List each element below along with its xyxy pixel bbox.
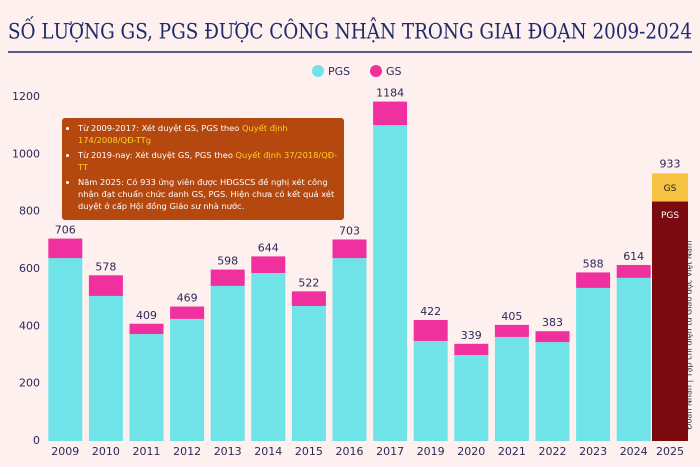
total-label: 339 xyxy=(461,329,482,342)
bar-segment xyxy=(48,238,83,259)
credit: Đoàn Nhân | Tạp chí điện tử Giáo dục Việ… xyxy=(684,240,695,430)
bar-segment xyxy=(291,305,326,441)
x-tick-label: 2015 xyxy=(295,445,323,458)
x-tick-label: 2010 xyxy=(92,445,120,458)
bar-segment xyxy=(413,320,448,341)
bar-segment xyxy=(535,331,570,343)
x-tick-label: 2012 xyxy=(173,445,201,458)
total-label: 383 xyxy=(542,316,563,329)
bar-segment xyxy=(576,272,611,288)
legend-swatch xyxy=(370,65,382,77)
total-label: 405 xyxy=(501,310,522,323)
x-tick-label: 2020 xyxy=(457,445,485,458)
total-label: 578 xyxy=(95,260,116,273)
x-tick-label: 2017 xyxy=(376,445,404,458)
bar-segment xyxy=(210,269,245,286)
total-label: 588 xyxy=(583,257,604,270)
x-tick-label: 2019 xyxy=(417,445,445,458)
bar-segment xyxy=(494,336,529,441)
y-tick-label: 800 xyxy=(19,205,40,218)
x-tick-label: 2024 xyxy=(620,445,648,458)
bar-segment xyxy=(170,318,205,441)
note-text: Từ 2009-2017: Xét duyệt GS, PGS theo xyxy=(78,123,242,133)
note-highlight: Quyết định 174/2008/QĐ-TTg xyxy=(78,123,288,145)
bar-segment xyxy=(454,343,489,355)
total-label: 598 xyxy=(217,255,238,268)
x-tick-label: 2009 xyxy=(51,445,79,458)
bar-segment xyxy=(88,295,123,441)
total-label: 522 xyxy=(298,276,319,289)
note-highlight: Quyết định 37/2018/QĐ-TT xyxy=(78,150,338,172)
legend-swatch xyxy=(312,65,324,77)
bar-segment xyxy=(616,264,651,278)
x-tick-label: 2025 xyxy=(656,445,684,458)
bar-segment xyxy=(48,258,83,441)
y-tick-label: 0 xyxy=(33,434,40,447)
bar-segment xyxy=(251,256,286,274)
chart-title: SỐ LƯỢNG GS, PGS ĐƯỢC CÔNG NHẬN TRONG GI… xyxy=(8,17,692,44)
bar-segment xyxy=(576,287,611,441)
total-label: 706 xyxy=(55,224,76,237)
x-tick-label: 2014 xyxy=(254,445,282,458)
bar-segment xyxy=(170,306,205,319)
bar-segment xyxy=(535,342,570,441)
legend-label: PGS xyxy=(328,65,350,78)
bar-segment xyxy=(129,334,164,441)
extra-pgs-label: PGS xyxy=(661,211,679,221)
note-text: Từ 2019-nay: Xét duyệt GS, PGS theo xyxy=(78,150,236,160)
notes-box: Từ 2009-2017: Xét duyệt GS, PGS theo Quy… xyxy=(62,118,344,220)
bar-segment xyxy=(332,258,367,441)
bar-segment xyxy=(251,273,286,441)
y-tick-label: 1200 xyxy=(12,90,40,103)
x-tick-label: 2023 xyxy=(579,445,607,458)
bar-segment xyxy=(291,291,326,306)
note: Năm 2025: Có 933 ứng viên được HĐGSCS đề… xyxy=(78,176,338,212)
total-label: 409 xyxy=(136,309,157,322)
x-tick-label: 2011 xyxy=(133,445,161,458)
extra-total-label: 933 xyxy=(660,158,681,171)
total-label: 469 xyxy=(177,292,198,305)
total-label: 422 xyxy=(420,305,441,318)
bar-segment xyxy=(616,277,651,441)
total-label: 614 xyxy=(623,250,644,263)
total-label: 644 xyxy=(258,241,279,254)
x-tick-label: 2016 xyxy=(336,445,364,458)
bar-segment xyxy=(373,125,408,442)
bar-segment xyxy=(413,340,448,441)
extra-bar-cap xyxy=(652,173,688,202)
y-tick-label: 1000 xyxy=(12,147,40,160)
bar-segment xyxy=(88,275,123,296)
extra-gs-label: GS xyxy=(664,184,677,194)
y-tick-label: 200 xyxy=(19,377,40,390)
total-label: 1184 xyxy=(376,87,404,100)
note-text: Năm 2025: Có 933 ứng viên được HĐGSCS đề… xyxy=(78,177,335,211)
bar-segment xyxy=(210,285,245,441)
bar-segment xyxy=(332,239,367,259)
x-tick-label: 2022 xyxy=(539,445,567,458)
bar-segment xyxy=(373,101,408,126)
note: Từ 2019-nay: Xét duyệt GS, PGS theo Quyế… xyxy=(78,149,338,173)
bar-segment xyxy=(454,355,489,441)
total-label: 703 xyxy=(339,224,360,237)
x-tick-label: 2021 xyxy=(498,445,526,458)
x-tick-label: 2013 xyxy=(214,445,242,458)
y-tick-label: 400 xyxy=(19,319,40,332)
notes-list: Từ 2009-2017: Xét duyệt GS, PGS theo Quy… xyxy=(66,122,338,212)
bar-segment xyxy=(494,324,529,337)
bar-segment xyxy=(129,323,164,335)
extra-bar xyxy=(652,173,688,442)
legend-label: GS xyxy=(386,65,402,78)
y-tick-label: 600 xyxy=(19,262,40,275)
note: Từ 2009-2017: Xét duyệt GS, PGS theo Quy… xyxy=(78,122,338,146)
